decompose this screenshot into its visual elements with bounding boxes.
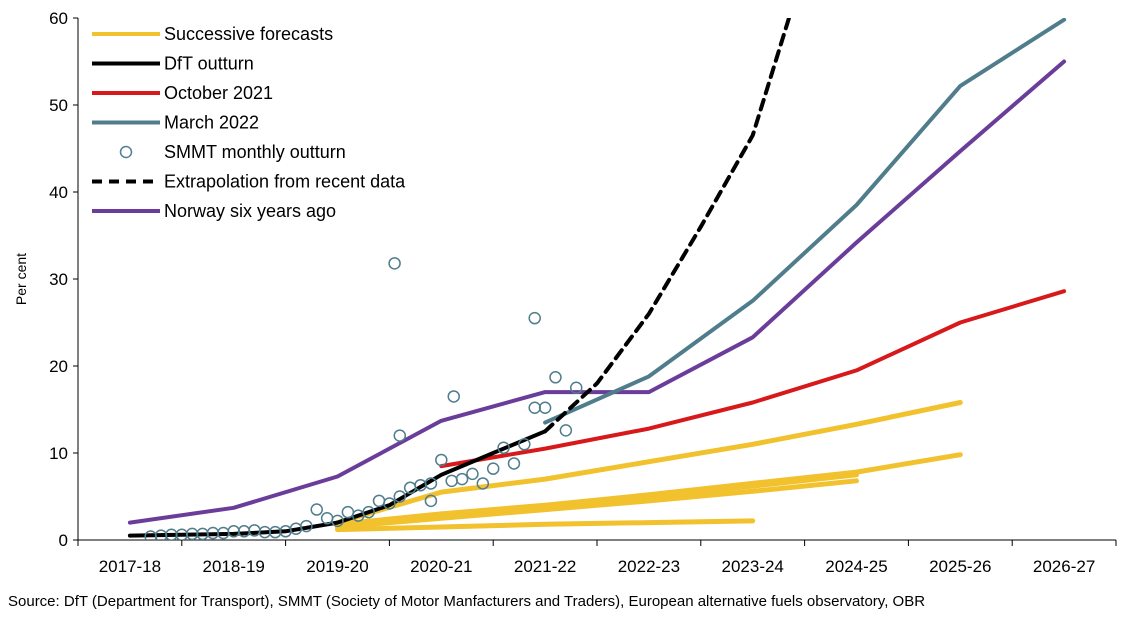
smmt-outturn-point xyxy=(518,438,531,451)
smmt-outturn-point xyxy=(393,429,407,442)
successive-forecast-line xyxy=(335,452,963,527)
smmt-outturn-point xyxy=(528,311,541,325)
x-tick-label: 2025-26 xyxy=(929,557,991,576)
smmt-outturn-point xyxy=(466,467,479,481)
y-tick-label: 20 xyxy=(49,357,68,376)
y-tick-label: 40 xyxy=(49,183,68,202)
x-tick-label: 2023-24 xyxy=(722,557,784,576)
x-tick-label: 2018-19 xyxy=(203,557,265,576)
smmt-outturn-point xyxy=(424,477,438,490)
smmt-outturn-point xyxy=(341,505,355,519)
legend-label: Extrapolation from recent data xyxy=(164,172,406,192)
dft-outturn-line xyxy=(127,429,548,538)
y-tick-label: 10 xyxy=(49,444,68,463)
smmt-outturn-point xyxy=(445,474,458,488)
smmt-outturn-point xyxy=(497,441,510,455)
extrapolation-line xyxy=(543,18,791,434)
legend-label: SMMT monthly outturn xyxy=(164,142,346,162)
smmt-outturn-point xyxy=(393,490,407,503)
plot-area xyxy=(127,18,1067,540)
smmt-outturn-point xyxy=(528,401,541,415)
smmt-outturn-point xyxy=(331,514,344,528)
smmt-outturn-point xyxy=(388,257,401,270)
y-tick-label: 30 xyxy=(49,270,68,289)
successive-forecast-line xyxy=(335,400,963,526)
y-tick-label: 60 xyxy=(49,9,68,28)
legend-label: October 2021 xyxy=(164,83,273,103)
smmt-outturn-point xyxy=(424,494,438,508)
legend-marker xyxy=(119,145,133,159)
x-tick-label: 2019-20 xyxy=(306,557,368,576)
smmt-outturn-point xyxy=(300,519,313,533)
successive-forecast-line xyxy=(335,518,756,533)
smmt-outturn-point xyxy=(310,503,323,516)
x-tick-label: 2024-25 xyxy=(825,557,887,576)
legend-label: DfT outturn xyxy=(164,54,254,74)
smmt-outturn-point xyxy=(538,401,552,415)
october-2021-line xyxy=(439,289,1067,469)
norway-six-years-ago-line xyxy=(127,59,1067,525)
smmt-outturn-point xyxy=(455,472,469,486)
smmt-outturn-point xyxy=(435,453,448,467)
smmt-outturn-point xyxy=(549,371,562,384)
legend-label: Norway six years ago xyxy=(164,201,336,221)
smmt-outturn-point xyxy=(476,477,490,490)
chart-area: 0 10 20 30 40 50 60 2017-18 2018-19 2019-20 2020-2… xyxy=(13,9,1117,576)
x-tick-label: 2026-27 xyxy=(1033,557,1095,576)
legend-label: Successive forecasts xyxy=(164,24,333,44)
smmt-outturn-point xyxy=(559,424,573,437)
smmt-outturn-point xyxy=(486,462,500,475)
x-tick-label: 2022-23 xyxy=(618,557,680,576)
smmt-outturn-point xyxy=(507,457,521,470)
smmt-outturn-point xyxy=(383,497,396,510)
smmt-outturn-point xyxy=(447,390,461,403)
y-tick-label: 50 xyxy=(49,96,68,115)
smmt-outturn-point xyxy=(320,512,334,525)
x-tick-label: 2020-21 xyxy=(410,557,472,576)
legend: Successive forecasts DfT outturn October 2… xyxy=(92,24,406,221)
smmt-outturn-point xyxy=(569,381,583,394)
march-2022-line xyxy=(543,18,1067,425)
smmt-outturn-point xyxy=(362,505,375,519)
y-tick-label: 0 xyxy=(59,531,68,550)
source-note: Source: DfT (Department for Transport), … xyxy=(8,593,926,610)
x-tick-label: 2021-22 xyxy=(514,557,576,576)
x-tick-label: 2017-18 xyxy=(99,557,161,576)
smmt-outturn-point xyxy=(372,494,386,508)
legend-label: March 2022 xyxy=(164,113,259,133)
line-chart: 0 10 20 30 40 50 60 2017-18 2018-19 2019-20 2020-2… xyxy=(13,9,1117,576)
y-axis-title: Per cent xyxy=(13,253,29,305)
